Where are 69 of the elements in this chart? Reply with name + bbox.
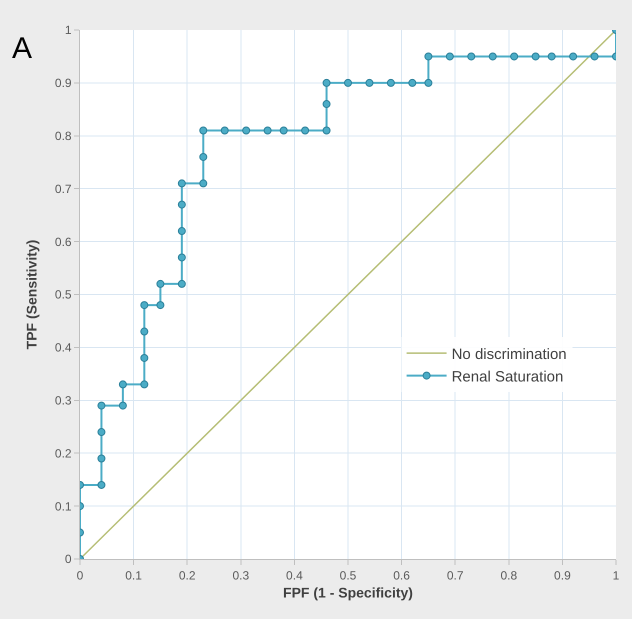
point (178, 280, 186, 288)
point (199, 179, 208, 188)
y-axis-title: TPF (Sensitivity) (24, 240, 40, 350)
y-tick-label: 0.4 (54, 340, 72, 355)
x-tick-label: 0.4 (286, 568, 304, 582)
x-tick-label: 0.1 (125, 568, 142, 582)
x-tick-label: 0.3 (232, 568, 250, 582)
point (548, 52, 556, 60)
y-tick-label: 0.7 (54, 182, 72, 196)
point (365, 78, 374, 87)
y-tick-label: 0.3 (54, 394, 72, 408)
point (467, 52, 476, 60)
y-tick-label: 0.5 (54, 288, 72, 302)
point (178, 179, 186, 188)
y-tick-label: 0.6 (54, 234, 72, 249)
point (322, 100, 331, 108)
y-tick-label: 0.9 (54, 76, 72, 90)
point (532, 52, 540, 60)
point (178, 200, 186, 209)
point (140, 354, 148, 362)
y-tick-label: 0.1 (54, 499, 72, 514)
point (118, 402, 127, 410)
point (140, 301, 148, 310)
point (344, 78, 352, 87)
point (446, 52, 454, 60)
point (156, 301, 164, 310)
point (178, 253, 186, 262)
point (322, 126, 331, 135)
x-tick-label: 0.2 (178, 568, 196, 582)
y-tick-label: 0 (64, 552, 72, 566)
legend-label: No discrimination (452, 346, 567, 363)
x-tick-label: 0.9 (554, 568, 572, 582)
point (97, 480, 106, 489)
y-tick-label: 0.8 (54, 129, 72, 143)
y-tick-label: 1 (64, 23, 72, 38)
point (97, 454, 106, 462)
x-tick-label: 0.5 (340, 568, 357, 582)
point (156, 280, 164, 288)
point (510, 52, 518, 60)
point (424, 52, 432, 60)
point (301, 126, 310, 135)
x-tick-label: 0 (76, 568, 84, 582)
point (199, 126, 208, 135)
point (140, 380, 148, 388)
x-axis-title: FPF (1 - Specificity) (283, 584, 413, 601)
point (220, 126, 229, 135)
point (569, 52, 578, 60)
point (97, 402, 106, 410)
x-tick-label: 0.8 (500, 568, 518, 582)
point (590, 52, 599, 60)
point (140, 328, 148, 336)
legend-label: Renal Saturation (452, 368, 564, 386)
x-tick-label: 0.6 (393, 568, 410, 582)
point (280, 126, 288, 135)
point (199, 152, 208, 161)
point (242, 126, 250, 135)
point (118, 380, 127, 388)
point (424, 78, 432, 87)
x-tick-label: 0.7 (446, 568, 464, 582)
point (322, 78, 331, 87)
point (386, 78, 395, 87)
point (408, 78, 416, 87)
text: A (12, 32, 32, 65)
point (488, 52, 497, 60)
y-tick-label: 0.2 (54, 446, 72, 460)
point (97, 428, 106, 436)
point (178, 227, 186, 236)
x-tick-label: 1 (612, 568, 620, 582)
point (264, 126, 272, 135)
